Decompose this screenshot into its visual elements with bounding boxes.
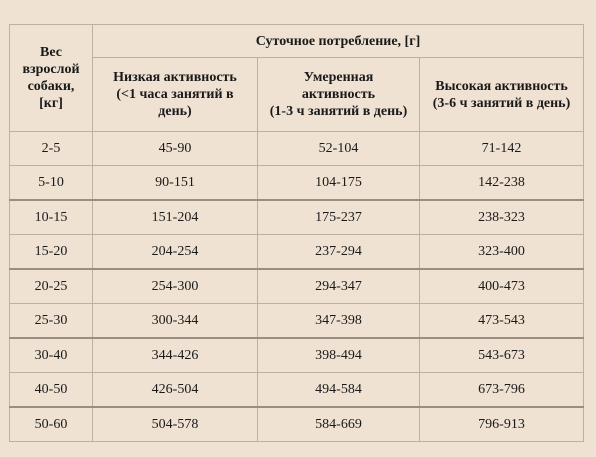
weight-cell: 25-30 — [9, 303, 93, 339]
high-activity-cell: 323-400 — [418, 234, 585, 270]
weight-header-line: Вес — [40, 45, 62, 60]
moderate-activity-cell: 104-175 — [257, 165, 420, 201]
high-activity-cell: 71-142 — [418, 131, 585, 166]
high-activity-cell: 142-238 — [418, 165, 585, 201]
table-row: 25-30 300-344 347-398 473-543 — [9, 303, 585, 339]
moderate-activity-cell: 494-584 — [257, 372, 420, 408]
moderate-activity-cell: 294-347 — [257, 268, 420, 304]
weight-column-header: Вес взрослой собаки, [кг] — [9, 24, 93, 132]
table-row: 15-20 204-254 237-294 323-400 — [9, 234, 585, 270]
low-activity-cell: 90-151 — [92, 165, 258, 201]
weight-cell: 30-40 — [9, 337, 93, 373]
low-activity-cell: 254-300 — [92, 268, 258, 304]
header-line: день) — [158, 104, 192, 119]
weight-header-line: взрослой — [22, 62, 80, 77]
daily-intake-header: Суточное потребление, [г] — [91, 24, 585, 58]
high-activity-header: Высокая активность (3-6 ч занятий в день… — [418, 57, 585, 132]
low-activity-cell: 45-90 — [92, 131, 258, 166]
header-line: Высокая активность — [435, 78, 568, 94]
table-row: 50-60 504-578 584-669 796-913 — [9, 406, 585, 442]
table-row: 30-40 344-426 398-494 543-673 — [9, 337, 585, 373]
moderate-activity-header: Умеренная активность (1-3 ч занятий в де… — [257, 57, 420, 132]
high-activity-cell: 796-913 — [418, 406, 585, 442]
high-activity-cell: 673-796 — [418, 372, 585, 408]
header-line: Низкая активность — [113, 70, 237, 85]
table-row: 10-15 151-204 175-237 238-323 — [9, 199, 585, 235]
header-line: (3-6 ч занятий в день) — [432, 95, 571, 111]
moderate-activity-cell: 52-104 — [257, 131, 420, 166]
weight-cell: 10-15 — [9, 199, 93, 235]
weight-cell: 15-20 — [9, 234, 93, 270]
weight-cell: 20-25 — [9, 268, 93, 304]
header-line: Умеренная — [303, 70, 374, 85]
table-row: 5-10 90-151 104-175 142-238 — [9, 165, 585, 201]
moderate-activity-cell: 584-669 — [257, 406, 420, 442]
moderate-activity-cell: 398-494 — [257, 337, 420, 373]
low-activity-cell: 504-578 — [92, 406, 258, 442]
weight-cell: 2-5 — [9, 131, 93, 166]
high-activity-cell: 400-473 — [418, 268, 585, 304]
table-row: 40-50 426-504 494-584 673-796 — [9, 372, 585, 408]
header-line: активность — [301, 87, 376, 102]
high-activity-cell: 238-323 — [418, 199, 585, 235]
moderate-activity-cell: 237-294 — [257, 234, 420, 270]
low-activity-cell: 300-344 — [92, 303, 258, 339]
low-activity-cell: 426-504 — [92, 372, 258, 408]
weight-cell: 50-60 — [9, 406, 93, 442]
weight-header-line: собаки, — [27, 79, 75, 94]
moderate-activity-cell: 347-398 — [257, 303, 420, 339]
moderate-activity-cell: 175-237 — [257, 199, 420, 235]
low-activity-cell: 204-254 — [92, 234, 258, 270]
low-activity-cell: 151-204 — [92, 199, 258, 235]
feeding-table: Вес взрослой собаки, [кг] Суточное потре… — [9, 24, 585, 442]
weight-header-line: [кг] — [39, 96, 63, 111]
table-row: 20-25 254-300 294-347 400-473 — [9, 268, 585, 304]
table-row: 2-5 45-90 52-104 71-142 — [9, 131, 585, 166]
header-line: (1-3 ч занятий в день) — [269, 104, 408, 119]
high-activity-cell: 473-543 — [418, 303, 585, 339]
high-activity-cell: 543-673 — [418, 337, 585, 373]
weight-cell: 5-10 — [9, 165, 93, 201]
low-activity-cell: 344-426 — [92, 337, 258, 373]
header-line: (<1 часа занятий в — [116, 87, 234, 102]
weight-cell: 40-50 — [9, 372, 93, 408]
low-activity-header: Низкая активность (<1 часа занятий в ден… — [92, 57, 258, 132]
